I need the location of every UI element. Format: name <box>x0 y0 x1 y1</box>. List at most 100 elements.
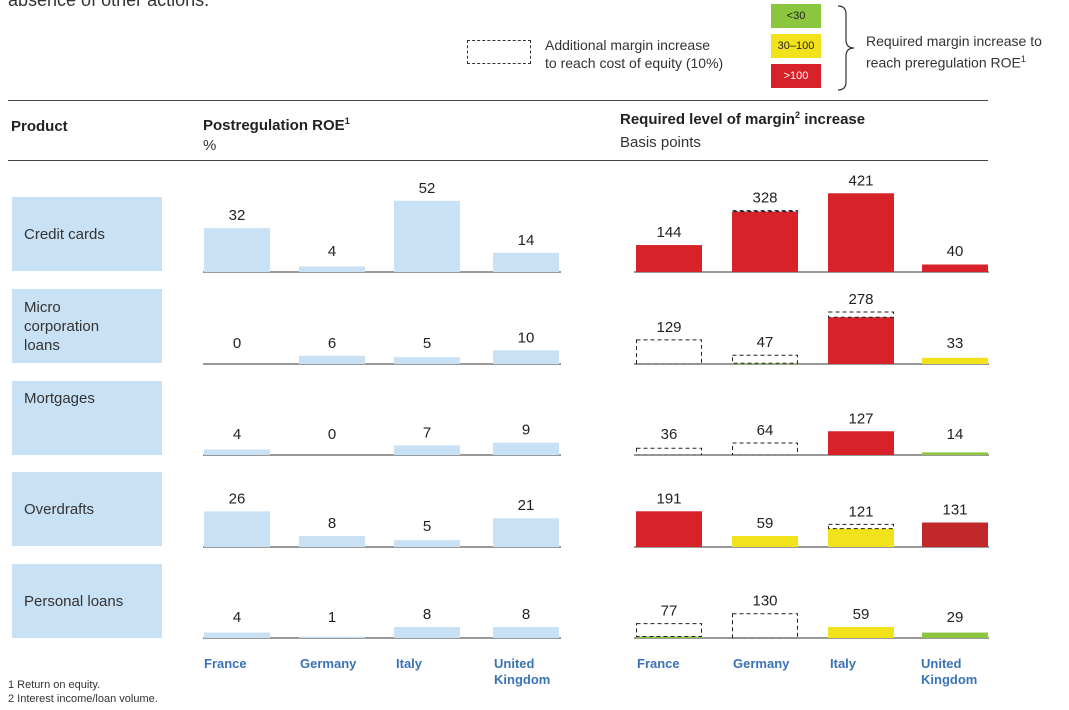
roe-bar <box>493 252 559 272</box>
bar-value-label: 59 <box>853 606 870 623</box>
product-label: Credit cards <box>24 225 105 243</box>
roe-bar <box>204 632 270 638</box>
bar-value-label: 130 <box>752 593 777 610</box>
roe-bar <box>493 627 559 638</box>
margin-bar-solid <box>636 511 702 547</box>
margin-bar-solid <box>922 452 988 455</box>
bar-value-label: 14 <box>947 426 964 443</box>
bar-value-label: 129 <box>656 319 681 336</box>
intro-text: absence of other actions. <box>8 0 210 10</box>
bar-value-label: 278 <box>848 291 873 308</box>
product-box-personal-loans: Personal loans <box>12 564 162 638</box>
bar-value-label: 21 <box>518 497 535 514</box>
margin-bar-solid <box>732 535 798 547</box>
bar-value-label: 64 <box>757 422 774 439</box>
margin-bar-solid <box>828 626 894 638</box>
header-top-rule <box>8 100 988 101</box>
margin-bar-dashed <box>732 210 798 213</box>
roe-bar <box>204 511 270 547</box>
bar-value-label: 8 <box>328 515 336 532</box>
margin-bar-solid <box>732 211 798 272</box>
bar-value-label: 191 <box>656 490 681 507</box>
roe-bar <box>204 228 270 272</box>
bar-value-label: 131 <box>942 502 967 519</box>
bar-value-label: 8 <box>522 606 530 623</box>
header-bottom-rule <box>8 160 988 161</box>
roe-bar <box>299 636 365 638</box>
bar-value-label: 9 <box>522 422 530 439</box>
product-label: Micro corporation loans <box>24 298 100 354</box>
roe-bar <box>394 445 460 455</box>
footnote-2: 2 Interest income/loan volume. <box>8 693 158 705</box>
roe-country-label: Germany <box>300 656 357 671</box>
product-box-mortgages: Mortgages <box>12 381 162 455</box>
margin-bar-dashed <box>732 442 798 456</box>
roe-bar <box>299 266 365 272</box>
legend-band-high: >100 <box>771 64 821 88</box>
legend-band-label: Required margin increase to reach prereg… <box>866 33 1042 71</box>
bar-value-label: 14 <box>518 232 535 249</box>
bar-value-label: 6 <box>328 335 336 352</box>
bar-value-label: 127 <box>848 410 873 427</box>
product-box-micro-loans: Micro corporation loans <box>12 289 162 363</box>
bar-value-label: 121 <box>848 503 873 520</box>
bar-value-label: 5 <box>423 335 431 352</box>
product-label: Mortgages <box>24 390 95 407</box>
bar-value-label: 8 <box>423 606 431 623</box>
bar-value-label: 36 <box>661 426 678 443</box>
roe-header: Postregulation ROE1 <box>203 116 350 134</box>
margin-bar-solid <box>636 636 702 638</box>
bar-value-label: 5 <box>423 518 431 535</box>
bar-value-label: 59 <box>757 515 774 532</box>
margin-bar-solid <box>922 632 988 638</box>
legend-band-low: <30 <box>771 4 821 28</box>
bar-value-label: 4 <box>233 609 241 626</box>
margin-bar-dashed <box>636 623 702 638</box>
roe-bar <box>394 540 460 547</box>
margin-unit: Basis points <box>620 134 701 151</box>
roe-bar <box>493 442 559 455</box>
bar-value-label: 4 <box>233 426 241 443</box>
margin-bar-dashed <box>636 447 702 456</box>
bar-value-label: 47 <box>757 334 774 351</box>
margin-bar-solid <box>922 264 988 272</box>
bar-value-label: 0 <box>233 335 241 352</box>
bar-value-label: 33 <box>947 335 964 352</box>
bar-value-label: 26 <box>229 490 246 507</box>
roe-bar <box>299 355 365 364</box>
margin-bar-solid <box>828 431 894 455</box>
product-box-credit-cards: Credit cards <box>12 197 162 271</box>
bar-value-label: 29 <box>947 609 964 626</box>
margin-bar-dashed <box>828 311 894 318</box>
margin-country-label: France <box>637 656 680 671</box>
legend-brace <box>837 5 855 91</box>
margin-header: Required level of margin2 increase <box>620 110 866 128</box>
bar-value-label: 7 <box>423 424 431 441</box>
margin-country-label: Italy <box>830 656 857 671</box>
roe-country-label: France <box>204 656 247 671</box>
margin-bar-solid <box>828 528 894 547</box>
bar-value-label: 144 <box>656 224 681 241</box>
roe-bar <box>394 627 460 638</box>
legend-color-bands: <30 30–100 >100 <box>771 4 821 88</box>
bar-value-label: 328 <box>752 190 777 207</box>
margin-country-label: United Kingdom <box>921 656 978 687</box>
bar-value-label: 32 <box>229 207 246 224</box>
product-label: Personal loans <box>24 592 124 610</box>
margin-bar-dashed <box>636 339 702 365</box>
margin-bar-solid <box>828 317 894 364</box>
footnote-1: 1 Return on equity. <box>8 679 101 691</box>
roe-country-label: United Kingdom <box>494 656 551 687</box>
legend-dashed-swatch <box>467 40 531 64</box>
margin-bar-solid <box>828 193 894 272</box>
margin-bar-dashed <box>828 523 894 530</box>
roe-bar <box>394 200 460 272</box>
roe-bar <box>394 357 460 364</box>
product-box-overdrafts: Overdrafts <box>12 472 162 546</box>
product-header: Product <box>11 118 68 135</box>
margin-country-label: Germany <box>733 656 790 671</box>
legend-dashed-label: Additional margin increase to reach cost… <box>545 37 724 71</box>
roe-bar <box>299 536 365 547</box>
roe-bar <box>204 449 270 455</box>
